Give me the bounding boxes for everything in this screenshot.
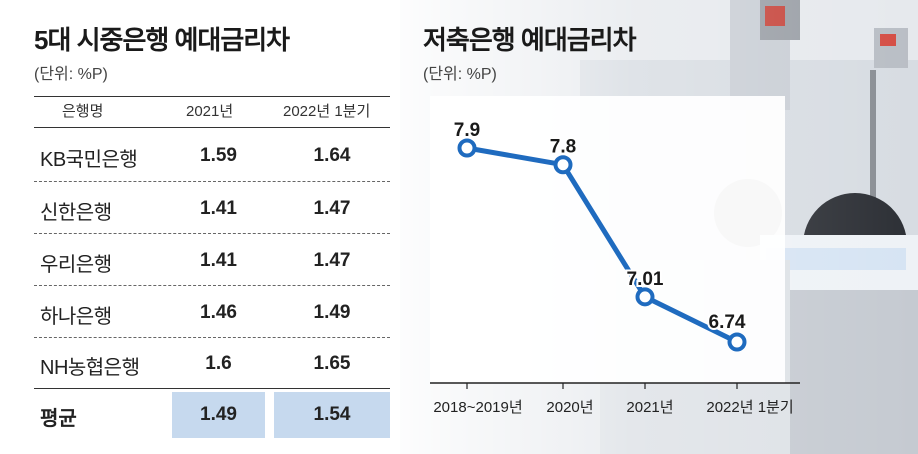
row-divider bbox=[34, 337, 390, 338]
avg-2022-value: 1.54 bbox=[313, 404, 351, 425]
table-unit: (단위: %P) bbox=[34, 66, 108, 83]
chart-unit: (단위: %P) bbox=[423, 66, 497, 83]
row-bank-shinhan: 신한은행 bbox=[40, 202, 112, 224]
row-shinhan-2022: 1.47 bbox=[313, 198, 351, 219]
row-divider bbox=[34, 233, 390, 234]
row-kb-2022: 1.64 bbox=[313, 145, 351, 166]
row-divider bbox=[34, 285, 390, 286]
avg-2021-value: 1.49 bbox=[200, 404, 237, 425]
row-bank-woori: 우리은행 bbox=[40, 254, 112, 276]
row-bank-hana: 하나은행 bbox=[40, 306, 112, 328]
header-2021: 2021년 bbox=[186, 103, 234, 120]
row-woori-2021: 1.41 bbox=[200, 250, 237, 271]
bank-table-panel: 5대 시중은행 예대금리차 (단위: %P) 은행명 2021년 2022년 1… bbox=[0, 0, 400, 454]
header-bank: 은행명 bbox=[62, 103, 104, 120]
row-hana-2022: 1.49 bbox=[313, 302, 351, 323]
row-divider bbox=[34, 181, 390, 182]
table-top-rule bbox=[34, 96, 390, 97]
chart-title: 저축은행 예대금리차 bbox=[423, 25, 637, 55]
avg-top-rule bbox=[34, 388, 390, 389]
chart-plot-area bbox=[430, 96, 785, 383]
row-woori-2022: 1.47 bbox=[313, 250, 351, 271]
row-hana-2021: 1.46 bbox=[200, 302, 237, 323]
table-title: 5대 시중은행 예대금리차 bbox=[34, 25, 290, 55]
header-rule bbox=[34, 127, 390, 128]
col-2021-bg bbox=[172, 96, 265, 440]
header-2022q1: 2022년 1분기 bbox=[283, 103, 371, 120]
row-bank-nh: NH농협은행 bbox=[40, 357, 140, 379]
avg-2021-cell bbox=[172, 392, 265, 438]
avg-label: 평균 bbox=[40, 408, 77, 430]
row-nh-2021: 1.6 bbox=[205, 353, 232, 374]
row-shinhan-2021: 1.41 bbox=[200, 198, 237, 219]
row-kb-2021: 1.59 bbox=[200, 145, 237, 166]
row-nh-2022: 1.65 bbox=[313, 353, 351, 374]
row-bank-kb: KB국민은행 bbox=[40, 149, 138, 171]
col-2022-bg bbox=[274, 96, 390, 440]
avg-2022-cell bbox=[274, 392, 390, 438]
